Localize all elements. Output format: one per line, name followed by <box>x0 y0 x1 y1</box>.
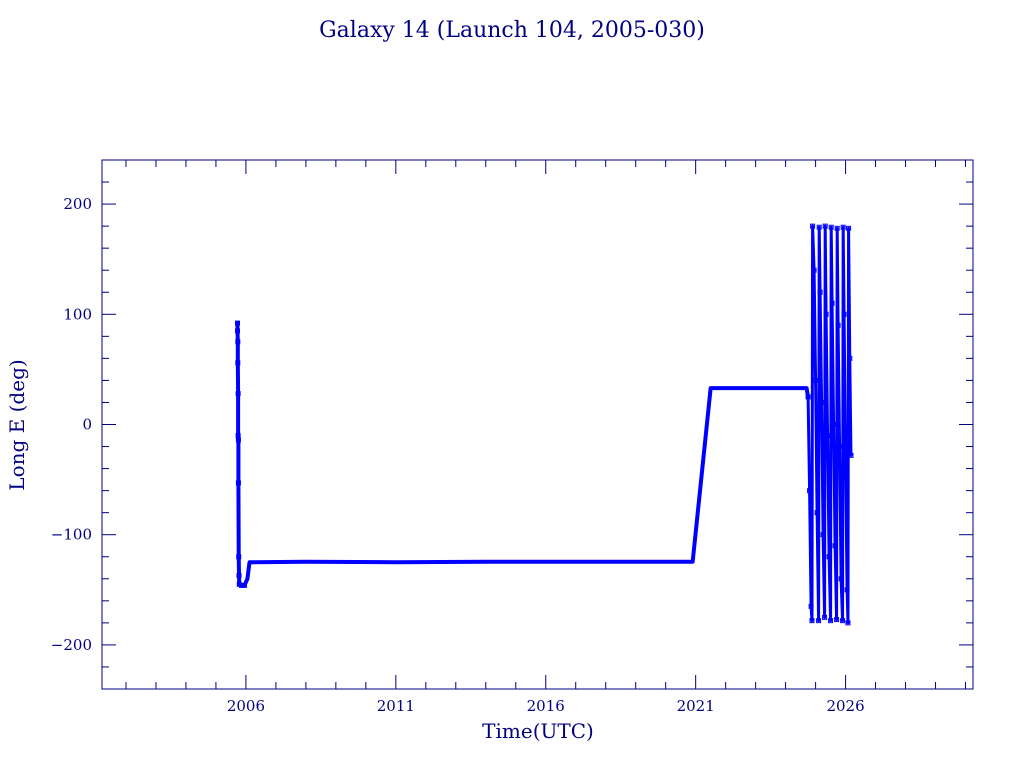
data-point <box>846 225 852 231</box>
data-point <box>235 360 241 366</box>
data-point <box>829 300 835 306</box>
data-point <box>823 311 829 317</box>
data-point <box>828 618 834 624</box>
data-point <box>816 224 822 230</box>
data-point <box>236 572 242 578</box>
y-tick-label: 200 <box>63 195 92 213</box>
data-point <box>813 377 819 383</box>
data-point <box>235 320 241 326</box>
data-point <box>840 618 846 624</box>
data-point <box>808 603 814 609</box>
chart-title: Galaxy 14 (Launch 104, 2005-030) <box>319 18 705 43</box>
data-point <box>235 480 241 486</box>
x-axis-label: Time(UTC) <box>482 719 594 743</box>
y-tick-label: 0 <box>82 416 92 434</box>
data-point <box>832 543 838 549</box>
data-point <box>843 455 849 461</box>
data-point <box>838 576 844 582</box>
data-point <box>834 617 840 623</box>
data-point <box>235 391 241 397</box>
data-point <box>820 532 826 538</box>
data-point <box>236 554 242 560</box>
data-point <box>831 422 837 427</box>
data-point <box>835 322 841 328</box>
data-point <box>238 582 244 588</box>
data-point <box>807 488 813 494</box>
y-tick-label: −200 <box>51 636 92 654</box>
data-point <box>822 223 828 229</box>
data-point <box>825 433 831 439</box>
y-tick-label: 100 <box>63 305 92 323</box>
data-point <box>235 339 241 345</box>
data-point <box>241 582 247 588</box>
data-point <box>845 620 851 626</box>
data-point <box>235 437 241 443</box>
data-point <box>817 289 823 295</box>
longitude-series-drift <box>806 224 853 625</box>
data-point <box>819 399 825 405</box>
data-point <box>840 224 846 230</box>
x-tick-label: 2016 <box>527 697 565 715</box>
longitude-series-main <box>235 321 811 588</box>
data-point <box>814 510 820 516</box>
data-point <box>847 355 853 361</box>
data-point <box>837 444 843 450</box>
x-tick-label: 2011 <box>377 697 415 715</box>
x-tick-label: 2006 <box>227 697 265 715</box>
data-point <box>822 614 828 620</box>
data-point <box>844 587 850 593</box>
data-point <box>848 452 854 458</box>
data-point <box>805 394 811 400</box>
data-point <box>828 224 834 230</box>
x-tick-label: 2021 <box>677 697 715 715</box>
data-point <box>841 311 847 317</box>
y-tick-label: −100 <box>51 526 92 544</box>
y-axis-label: Long E (deg) <box>5 359 29 490</box>
data-point <box>834 225 840 231</box>
data-point <box>816 618 822 624</box>
data-point <box>826 554 832 560</box>
data-point <box>811 267 817 273</box>
data-series <box>235 223 854 626</box>
axis-tick-labels: 2006 2011 2016 2021 2026 200 100 0 −100 −200 <box>51 195 865 715</box>
x-tick-label: 2026 <box>826 697 864 715</box>
data-point <box>809 618 815 624</box>
axis-ticks <box>102 159 973 690</box>
data-point <box>810 223 816 229</box>
data-point <box>235 328 241 334</box>
